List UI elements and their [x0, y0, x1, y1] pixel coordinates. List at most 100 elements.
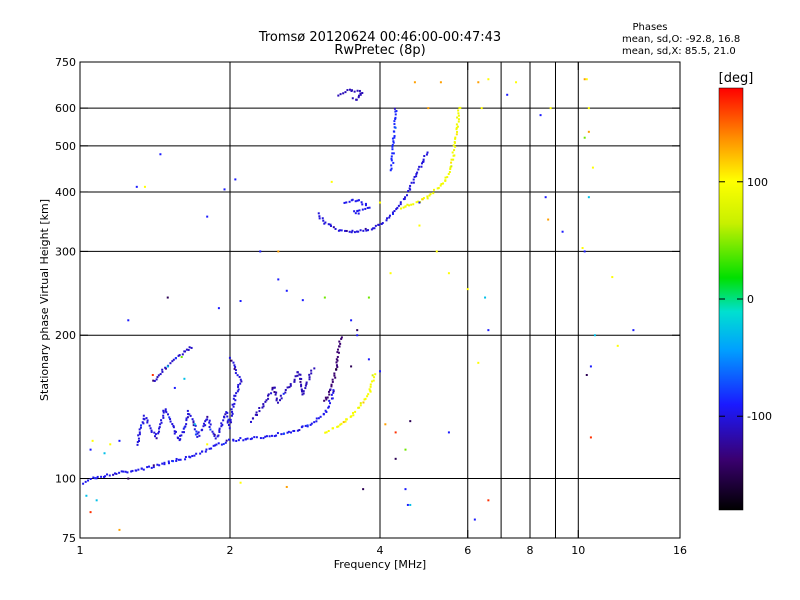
- echo-point: [306, 424, 309, 427]
- echo-point: [220, 425, 223, 428]
- echo-point: [218, 429, 221, 432]
- echo-point: [275, 391, 278, 394]
- echo-point: [236, 374, 239, 377]
- echo-point: [356, 199, 359, 202]
- echo-point: [242, 439, 245, 442]
- echo-point: [442, 182, 445, 185]
- echo-point: [308, 378, 311, 381]
- echo-point: [136, 443, 139, 446]
- echo-point: [239, 437, 242, 440]
- echo-point: [82, 482, 85, 485]
- echo-point: [214, 444, 217, 447]
- echo-point: [296, 371, 299, 374]
- echo-point: [456, 125, 459, 128]
- echo-point: [456, 116, 459, 119]
- echo-point: [234, 372, 237, 375]
- echo-point: [146, 466, 149, 469]
- scatter-point: [593, 334, 596, 337]
- echo-point: [393, 123, 396, 126]
- echo-point: [359, 229, 362, 232]
- echo-point: [161, 368, 164, 371]
- chart-title: Tromsø 20120624 00:46:00-00:47:43 RwPret…: [258, 30, 501, 58]
- echo-point: [309, 423, 312, 426]
- scatter-point: [591, 166, 594, 169]
- echo-point: [407, 190, 410, 193]
- echo-point: [348, 230, 351, 233]
- echo-point: [313, 367, 316, 370]
- echo-point: [217, 434, 220, 437]
- echo-point: [282, 392, 285, 395]
- scatter-point: [406, 503, 409, 506]
- echo-point: [330, 385, 333, 388]
- echo-point: [446, 176, 449, 179]
- echo-point: [313, 421, 316, 424]
- echo-point: [233, 402, 236, 405]
- scatter-point: [409, 420, 412, 423]
- echo-point: [142, 414, 145, 417]
- scatter-point: [166, 296, 169, 299]
- scatter-point: [583, 78, 586, 81]
- scatter-point: [379, 201, 381, 204]
- echo-point: [392, 140, 395, 143]
- echo-point: [325, 410, 328, 413]
- echo-point: [392, 161, 395, 164]
- scatter-point: [367, 358, 370, 361]
- echo-point: [394, 113, 397, 116]
- echo-point: [181, 431, 184, 434]
- y-tick-label: 500: [55, 140, 76, 153]
- echo-point: [201, 428, 204, 431]
- scatter-point: [439, 81, 442, 84]
- echo-point: [331, 380, 334, 383]
- echo-point: [172, 358, 175, 361]
- x-axis-label: Frequency [MHz]: [334, 558, 426, 571]
- echo-point: [351, 229, 354, 232]
- echo-point: [235, 439, 238, 442]
- scatter-point: [515, 81, 518, 84]
- echo-point: [177, 437, 180, 440]
- echo-point: [173, 432, 176, 435]
- echo-point: [139, 426, 142, 429]
- phases-label: Phases: [632, 22, 667, 33]
- scatter-point: [487, 499, 490, 502]
- scatter-point: [89, 448, 92, 451]
- scatter-point: [89, 511, 92, 514]
- echo-point: [315, 417, 318, 420]
- echo-point: [359, 92, 362, 95]
- echo-point: [220, 443, 223, 446]
- echo-point: [454, 137, 457, 140]
- echo-point: [364, 202, 367, 205]
- echo-point: [391, 145, 394, 148]
- echo-point: [402, 206, 405, 209]
- echo-point: [361, 208, 364, 211]
- echo-point: [415, 201, 418, 204]
- echo-point: [231, 410, 234, 413]
- echo-point: [378, 223, 381, 226]
- echo-point: [225, 439, 228, 442]
- echo-point: [215, 443, 218, 446]
- echo-point: [289, 384, 292, 387]
- phases-x-stats: mean, sd,X: 85.5, 21.0: [622, 46, 736, 57]
- echo-point: [395, 110, 398, 113]
- echo-point: [357, 212, 360, 215]
- echo-point: [332, 391, 335, 394]
- echo-point: [352, 411, 355, 414]
- scatter-point: [477, 361, 480, 364]
- scatter-point: [487, 78, 490, 81]
- echo-point: [262, 405, 265, 408]
- echo-point: [164, 408, 167, 411]
- echo-point: [122, 470, 125, 473]
- scatter-point: [259, 250, 262, 253]
- echo-point: [322, 219, 325, 222]
- echo-point: [362, 401, 365, 404]
- echo-point: [327, 390, 330, 393]
- echo-point: [275, 397, 278, 400]
- echo-point: [234, 394, 237, 397]
- echo-point: [391, 212, 394, 215]
- echo-point: [327, 429, 330, 432]
- echo-point: [206, 418, 209, 421]
- echo-point: [422, 197, 425, 200]
- echo-point: [276, 401, 279, 404]
- echo-point: [456, 130, 459, 133]
- echo-point: [188, 455, 191, 458]
- echo-point: [135, 469, 138, 472]
